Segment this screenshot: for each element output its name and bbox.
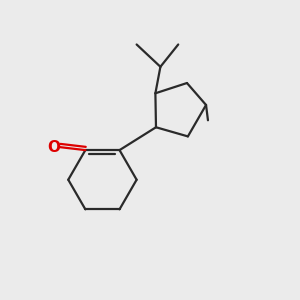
Text: O: O	[47, 140, 60, 154]
